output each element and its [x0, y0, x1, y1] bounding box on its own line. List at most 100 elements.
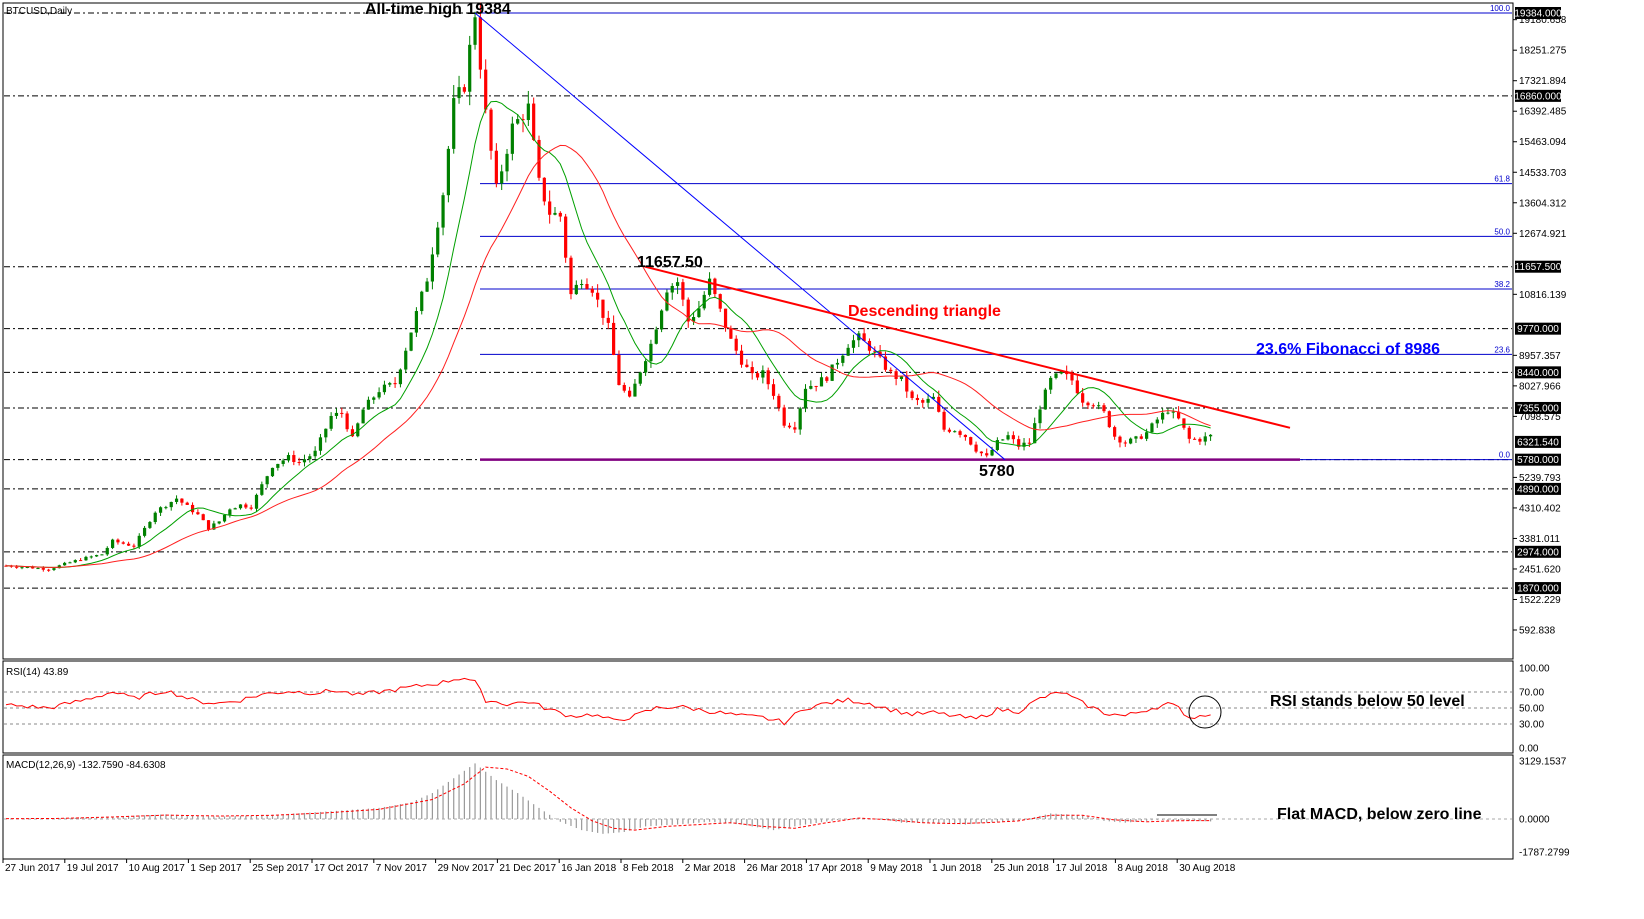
date-tick-label: 8 Aug 2018 [1117, 863, 1168, 874]
macd-panel-frame [2, 754, 1514, 860]
candle-body [430, 254, 434, 282]
candle-body [292, 455, 296, 463]
candle-body [1054, 373, 1058, 378]
candle-body [350, 429, 355, 437]
price-tick-label: 19180.658 [1519, 15, 1567, 26]
candle-body [398, 369, 403, 385]
level-box-label: 8440.000 [1517, 368, 1559, 379]
candle-body [222, 514, 227, 522]
candle-body [286, 455, 291, 461]
candle-body [739, 350, 744, 365]
candle-body [1049, 377, 1053, 390]
rsi-annotation: RSI stands below 50 level [1270, 693, 1465, 710]
candle-body [148, 522, 152, 528]
candle-body [548, 201, 552, 215]
level-box-label: 1870.000 [1517, 584, 1559, 595]
candlesticks [4, 2, 1213, 572]
candle-body [974, 444, 978, 452]
candle-body [612, 322, 616, 355]
candle-body [793, 427, 797, 430]
candle-body [20, 567, 24, 569]
candle-body [111, 539, 115, 548]
candle-body [1123, 442, 1127, 444]
candle-body [31, 566, 35, 569]
price-tick-label: 14533.703 [1519, 168, 1567, 179]
fib-label-2: 50.0 [1494, 227, 1510, 236]
rsi-tick-label: 30.00 [1519, 720, 1544, 731]
candle-body [329, 415, 333, 429]
candle-body [462, 87, 466, 92]
candle-body [755, 373, 760, 378]
price-tick-label: 15463.094 [1519, 137, 1567, 148]
level-box-label: 19384.000 [1514, 9, 1562, 20]
candle-body [681, 282, 685, 300]
rsi-tick-label: 50.00 [1519, 704, 1544, 715]
candle-body [1038, 409, 1042, 424]
candle-body [670, 285, 674, 293]
macd-signal-line [6, 766, 1211, 831]
candle-body [846, 347, 850, 356]
candle-body [116, 539, 120, 543]
candle-body [126, 543, 131, 546]
candle-body [1113, 427, 1117, 437]
candle-body [963, 434, 967, 438]
level-box [1515, 545, 1561, 558]
candle-body [100, 554, 104, 556]
candle-body [52, 568, 56, 570]
date-tick-label: 17 Oct 2017 [314, 863, 369, 874]
candle-body [1081, 393, 1085, 403]
candle-body [142, 527, 147, 536]
candle-body [718, 294, 722, 309]
candle-body [212, 523, 216, 530]
date-tick-label: 25 Sep 2017 [252, 863, 309, 874]
ma-slow-line [5, 144, 1211, 568]
candle-body [500, 171, 504, 184]
candle-body [569, 257, 573, 295]
trendlines [474, 12, 1291, 461]
level-box [1515, 89, 1561, 102]
candle-body [1006, 435, 1010, 440]
price-tick-label: 7098.575 [1519, 412, 1561, 423]
fib-label-5: 0.0 [1499, 451, 1511, 460]
date-tick-label: 1 Jun 2018 [932, 863, 982, 874]
candle-body [121, 542, 125, 544]
price-tick-label: 8027.966 [1519, 381, 1561, 392]
candle-body [270, 467, 275, 477]
candle-body [1107, 411, 1111, 428]
candle-body [910, 391, 914, 398]
candle-body [654, 329, 658, 344]
level-box [1515, 366, 1561, 379]
candle-body [468, 44, 472, 92]
candle-body [596, 292, 600, 300]
price-tick-label: 8957.357 [1519, 351, 1561, 362]
candle-body [526, 103, 530, 121]
level-box-label: 7355.000 [1517, 403, 1559, 414]
candle-body [1097, 405, 1101, 407]
candle-body [905, 376, 909, 392]
level-box [1515, 322, 1561, 335]
date-tick-label: 10 Aug 2017 [129, 863, 186, 874]
price-tick-label: 4310.402 [1519, 503, 1561, 514]
candle-body [425, 281, 429, 292]
low-annotation: 5780 [979, 463, 1015, 480]
candle-body [441, 195, 445, 228]
candle-body [233, 508, 237, 510]
candle-body [665, 292, 669, 311]
candle-body [1171, 411, 1175, 413]
candle-body [89, 556, 93, 558]
candle-body [1017, 439, 1021, 447]
candle-body [729, 328, 733, 339]
candle-body [1001, 439, 1005, 441]
candle-body [190, 504, 195, 513]
date-tick-label: 27 Jun 2017 [5, 863, 60, 874]
level-box-label: 16860.000 [1514, 91, 1562, 102]
candle-body [313, 450, 317, 457]
candle-body [1118, 436, 1122, 443]
date-tick-label: 21 Dec 2017 [499, 863, 556, 874]
candle-body [4, 565, 8, 567]
price-tick-label: 12674.921 [1519, 229, 1567, 240]
candle-body [713, 278, 717, 295]
date-tick-label: 30 Aug 2018 [1179, 863, 1236, 874]
candle-body [334, 412, 339, 416]
